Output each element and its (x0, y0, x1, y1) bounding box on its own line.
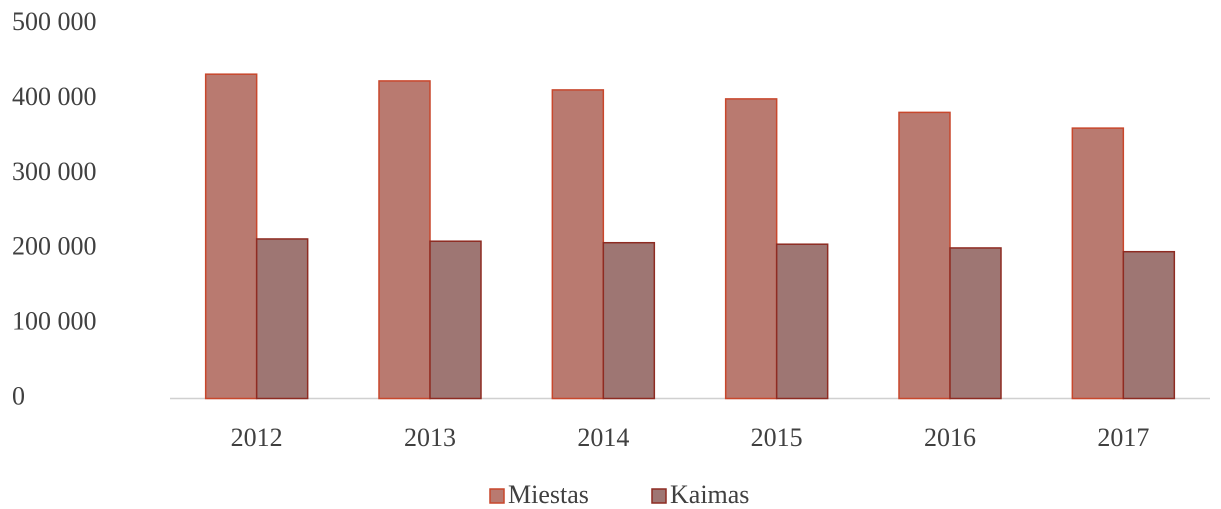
legend-label: Kaimas (670, 480, 749, 509)
bar (1071, 127, 1125, 400)
x-tick-label: 2012 (231, 423, 283, 452)
bar (378, 80, 431, 400)
legend-swatch (489, 488, 505, 504)
bar (949, 247, 1002, 400)
y-tick-label: 200 000 (12, 232, 97, 261)
bar (255, 238, 309, 400)
bar (724, 98, 778, 400)
legend-swatch (651, 488, 667, 504)
bar (429, 240, 482, 400)
bar (204, 73, 258, 400)
y-tick-label: 0 (12, 381, 25, 410)
y-tick-label: 100 000 (12, 307, 97, 336)
y-tick-label: 500 000 (12, 7, 97, 36)
x-tick-label: 2014 (577, 423, 629, 452)
y-tick-label: 300 000 (12, 157, 97, 186)
y-tick-label: 400 000 (12, 82, 97, 111)
bar (1122, 250, 1176, 400)
bar (775, 243, 829, 400)
x-tick-label: 2013 (404, 423, 456, 452)
bar (551, 89, 605, 400)
bar (898, 111, 951, 400)
x-tick-label: 2017 (1097, 423, 1149, 452)
bar (602, 241, 656, 400)
x-tick-label: 2016 (924, 423, 976, 452)
legend-label: Miestas (508, 480, 589, 509)
x-tick-label: 2015 (751, 423, 803, 452)
